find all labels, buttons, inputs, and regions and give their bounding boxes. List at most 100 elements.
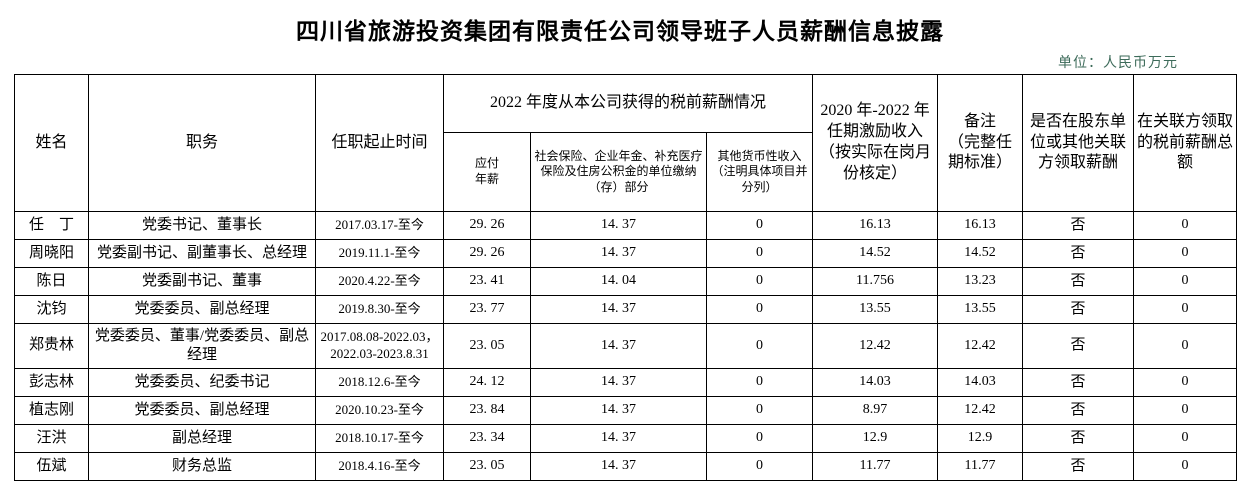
table-row: 伍斌 财务总监 2018.4.16-至今 23. 05 14. 37 0 11.…: [14, 452, 1238, 481]
cell-term: 2017.08.08-2022.03，2022.03-2023.8.31: [315, 323, 444, 369]
cell-related-total: 0: [1133, 295, 1238, 324]
cell-name: 汪洪: [14, 424, 89, 453]
cell-annual-salary: 29. 26: [443, 239, 531, 268]
cell-name: 陈日: [14, 267, 89, 296]
cell-other-income: 0: [705, 267, 814, 296]
header-related-total: 在关联方领取的税前薪酬总额: [1133, 74, 1238, 212]
cell-incentive: 8.97: [812, 396, 939, 425]
cell-remark: 13.55: [937, 295, 1024, 324]
cell-other-income: 0: [705, 239, 814, 268]
cell-position: 党委委员、副总经理: [88, 295, 316, 324]
table-row: 彭志林 党委委员、纪委书记 2018.12.6-至今 24. 12 14. 37…: [14, 368, 1238, 397]
cell-remark: 12.42: [937, 396, 1024, 425]
cell-name: 郑贵林: [14, 323, 89, 369]
cell-insurance: 14. 37: [530, 396, 707, 425]
cell-insurance: 14. 37: [530, 424, 707, 453]
cell-position: 党委书记、董事长: [88, 211, 316, 240]
cell-related: 否: [1022, 424, 1135, 453]
cell-remark: 14.52: [937, 239, 1024, 268]
cell-insurance: 14. 37: [530, 211, 707, 240]
cell-incentive: 12.42: [812, 323, 939, 369]
cell-other-income: 0: [705, 396, 814, 425]
cell-term: 2018.12.6-至今: [315, 368, 444, 397]
cell-position: 党委委员、纪委书记: [88, 368, 316, 397]
cell-related: 否: [1022, 267, 1135, 296]
cell-related-total: 0: [1133, 452, 1238, 481]
cell-name: 植志刚: [14, 396, 89, 425]
cell-name: 周晓阳: [14, 239, 89, 268]
cell-related-total: 0: [1133, 368, 1238, 397]
cell-annual-salary: 23. 05: [443, 452, 531, 481]
header-remark: 备注 （完整任期标准）: [937, 74, 1024, 212]
cell-other-income: 0: [705, 323, 814, 369]
cell-incentive: 13.55: [812, 295, 939, 324]
table-row: 沈钧 党委委员、副总经理 2019.8.30-至今 23. 77 14. 37 …: [14, 295, 1238, 324]
cell-related-total: 0: [1133, 424, 1238, 453]
cell-incentive: 14.03: [812, 368, 939, 397]
cell-position: 副总经理: [88, 424, 316, 453]
cell-insurance: 14. 37: [530, 452, 707, 481]
cell-name: 任 丁: [14, 211, 89, 240]
cell-position: 党委委员、董事/党委委员、副总经理: [88, 323, 316, 369]
cell-annual-salary: 23. 41: [443, 267, 531, 296]
cell-name: 沈钧: [14, 295, 89, 324]
cell-remark: 12.9: [937, 424, 1024, 453]
cell-insurance: 14. 37: [530, 368, 707, 397]
cell-incentive: 11.756: [812, 267, 939, 296]
page-title: 四川省旅游投资集团有限责任公司领导班子人员薪酬信息披露: [296, 18, 944, 44]
cell-other-income: 0: [705, 368, 814, 397]
cell-related: 否: [1022, 368, 1135, 397]
cell-incentive: 11.77: [812, 452, 939, 481]
cell-term: 2020.10.23-至今: [315, 396, 444, 425]
cell-annual-salary: 29. 26: [443, 211, 531, 240]
cell-incentive: 14.52: [812, 239, 939, 268]
cell-position: 财务总监: [88, 452, 316, 481]
cell-related: 否: [1022, 452, 1135, 481]
cell-other-income: 0: [705, 452, 814, 481]
cell-other-income: 0: [705, 295, 814, 324]
cell-related-total: 0: [1133, 396, 1238, 425]
cell-related: 否: [1022, 323, 1135, 369]
cell-related-total: 0: [1133, 323, 1238, 369]
header-salary-group: 2022 年度从本公司获得的税前薪酬情况: [442, 74, 814, 133]
cell-remark: 12.42: [937, 323, 1024, 369]
cell-annual-salary: 23. 34: [443, 424, 531, 453]
table-row: 郑贵林 党委委员、董事/党委委员、副总经理 2017.08.08-2022.03…: [14, 323, 1238, 369]
table-row: 任 丁 党委书记、董事长 2017.03.17-至今 29. 26 14. 37…: [14, 211, 1238, 240]
cell-position: 党委副书记、副董事长、总经理: [88, 239, 316, 268]
table-row: 陈日 党委副书记、董事 2020.4.22-至今 23. 41 14. 04 0…: [14, 267, 1238, 296]
header-position: 职务: [88, 74, 316, 212]
cell-related-total: 0: [1133, 267, 1238, 296]
cell-term: 2018.4.16-至今: [315, 452, 444, 481]
cell-other-income: 0: [705, 211, 814, 240]
cell-term: 2019.8.30-至今: [315, 295, 444, 324]
cell-annual-salary: 23. 84: [443, 396, 531, 425]
cell-name: 彭志林: [14, 368, 89, 397]
cell-other-income: 0: [705, 424, 814, 453]
cell-position: 党委委员、副总经理: [88, 396, 316, 425]
header-related-party: 是否在股东单位或其他关联方领取薪酬: [1022, 74, 1135, 212]
cell-remark: 13.23: [937, 267, 1024, 296]
cell-insurance: 14. 04: [530, 267, 707, 296]
cell-remark: 16.13: [937, 211, 1024, 240]
cell-remark: 14.03: [937, 368, 1024, 397]
cell-related: 否: [1022, 239, 1135, 268]
cell-name: 伍斌: [14, 452, 89, 481]
header-insurance: 社会保险、企业年金、补充医疗保险及住房公积金的单位缴纳（存）部分: [530, 132, 707, 212]
cell-insurance: 14. 37: [530, 323, 707, 369]
header-annual-salary: 应付 年薪: [443, 132, 531, 212]
cell-related: 否: [1022, 396, 1135, 425]
cell-insurance: 14. 37: [530, 239, 707, 268]
cell-position: 党委副书记、董事: [88, 267, 316, 296]
cell-related: 否: [1022, 211, 1135, 240]
cell-term: 2019.11.1-至今: [315, 239, 444, 268]
table-row: 植志刚 党委委员、副总经理 2020.10.23-至今 23. 84 14. 3…: [14, 396, 1238, 425]
cell-related-total: 0: [1133, 211, 1238, 240]
header-name: 姓名: [14, 74, 89, 212]
table-row: 周晓阳 党委副书记、副董事长、总经理 2019.11.1-至今 29. 26 1…: [14, 239, 1238, 268]
cell-term: 2018.10.17-至今: [315, 424, 444, 453]
salary-table: 姓名 职务 任职起止时间 2022 年度从本公司获得的税前薪酬情况 2020 年…: [14, 74, 1238, 481]
cell-annual-salary: 23. 05: [443, 323, 531, 369]
cell-annual-salary: 24. 12: [443, 368, 531, 397]
cell-incentive: 16.13: [812, 211, 939, 240]
